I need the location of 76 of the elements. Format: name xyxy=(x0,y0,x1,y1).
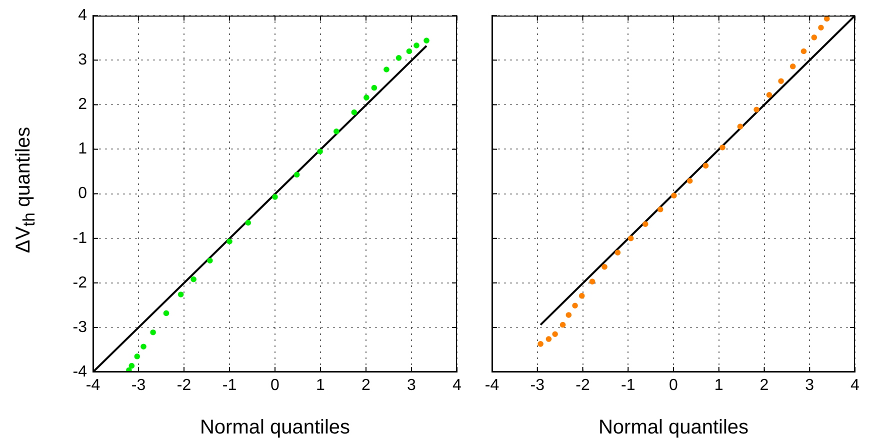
x-axis-title: Normal quantiles xyxy=(200,416,350,439)
y-tick-label: -1 xyxy=(72,230,88,247)
point xyxy=(128,362,135,369)
point xyxy=(317,148,323,154)
x-tick-label: 2 xyxy=(760,377,769,394)
point xyxy=(371,84,378,91)
point xyxy=(766,92,772,98)
point xyxy=(364,94,370,100)
point xyxy=(657,206,664,212)
point xyxy=(572,302,578,309)
point xyxy=(546,336,552,342)
x-tick-label: 4 xyxy=(452,377,462,394)
y-tick-label: 3 xyxy=(78,52,88,69)
point xyxy=(778,78,784,84)
x-tick-label: -2 xyxy=(176,377,192,394)
x-tick-label: 0 xyxy=(669,377,678,394)
point xyxy=(800,48,807,54)
x-tick-label: 3 xyxy=(407,377,416,394)
x-tick-label: -3 xyxy=(530,377,545,394)
point xyxy=(686,178,693,184)
point xyxy=(790,63,796,70)
point xyxy=(414,42,420,48)
point xyxy=(614,250,621,256)
point xyxy=(226,238,232,244)
point xyxy=(671,192,677,198)
point xyxy=(245,220,252,226)
x-tick-label: -3 xyxy=(131,377,146,394)
point xyxy=(140,344,146,350)
point xyxy=(351,109,358,116)
y-tick-label: -2 xyxy=(72,274,88,292)
point xyxy=(754,106,760,112)
x-tick-label: 1 xyxy=(316,377,326,394)
point xyxy=(294,172,300,178)
point xyxy=(190,276,196,282)
point xyxy=(538,341,544,347)
x-tick-label: 4 xyxy=(850,377,860,394)
point xyxy=(384,66,390,72)
point xyxy=(720,144,726,150)
point xyxy=(589,278,596,284)
point xyxy=(406,48,412,54)
point xyxy=(334,128,340,134)
point xyxy=(602,264,608,270)
point xyxy=(163,310,170,316)
y-tick-label: 1 xyxy=(78,140,88,158)
x-tick-label: 3 xyxy=(805,377,814,394)
point xyxy=(552,331,558,338)
point xyxy=(818,24,824,31)
point xyxy=(578,292,585,299)
y-tick-label: 0 xyxy=(78,185,88,202)
y-tick-label: 2 xyxy=(78,96,88,114)
x-tick-label: 1 xyxy=(714,377,724,394)
x-tick-label: 0 xyxy=(270,377,280,394)
point xyxy=(642,221,648,227)
point xyxy=(560,322,566,328)
x-tick-label: 2 xyxy=(362,377,371,394)
point xyxy=(396,55,402,61)
x-tick-label: -1 xyxy=(222,377,237,394)
point xyxy=(737,124,744,130)
point xyxy=(272,194,278,200)
point xyxy=(702,162,709,169)
point xyxy=(134,354,140,360)
x-tick-label: -2 xyxy=(576,377,590,394)
x-tick-label: -1 xyxy=(621,377,636,394)
point xyxy=(150,329,156,336)
point xyxy=(424,38,430,44)
point xyxy=(628,235,634,242)
x-axis-title: Normal quantiles xyxy=(598,416,749,439)
point xyxy=(811,34,818,40)
y-tick-label: -3 xyxy=(72,318,88,336)
point xyxy=(824,16,830,22)
y-tick-label: 4 xyxy=(78,7,88,24)
point xyxy=(566,312,572,318)
y-tick-label: -4 xyxy=(72,363,88,380)
x-tick-label: -4 xyxy=(484,377,500,394)
point xyxy=(207,258,213,264)
point xyxy=(178,292,184,298)
